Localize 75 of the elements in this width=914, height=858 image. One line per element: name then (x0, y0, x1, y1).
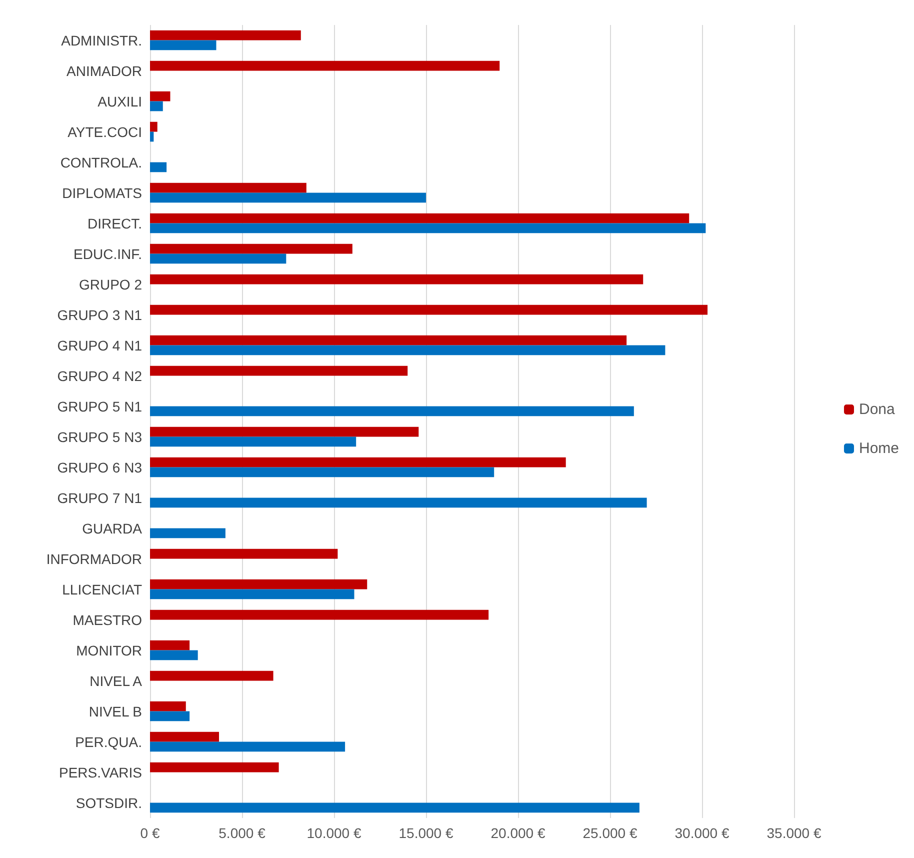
y-tick-label: ADMINISTR. (61, 32, 142, 48)
legend-label: Dona (858, 401, 896, 418)
bar (150, 670, 274, 681)
bar (150, 701, 186, 712)
y-tick-label: NIVEL B (88, 703, 142, 720)
y-tick-label: AUXILI (98, 93, 142, 110)
y-tick-label: CONTROLA. (60, 154, 142, 170)
bar (150, 436, 356, 447)
y-tick-label: PERS.VARIS (59, 764, 142, 780)
bar (150, 40, 216, 50)
x-tick-label: 30.000 € (674, 825, 730, 841)
y-tick-label: ANIMADOR (66, 62, 142, 79)
y-tick-label: GRUPO 5 N1 (57, 398, 142, 414)
bar (150, 640, 190, 650)
y-tick-label: GRUPO 4 N2 (57, 368, 142, 384)
x-tick-label: 0 € (140, 825, 160, 841)
y-tick-label: MONITOR (76, 642, 142, 658)
y-tick-label: GRUPO 4 N1 (57, 337, 142, 354)
y-tick-label: INFORMADOR (46, 550, 142, 567)
y-tick-label: DIPLOMATS (62, 184, 142, 201)
bar (150, 457, 566, 468)
bar (150, 182, 306, 193)
x-tick-label: 20.000 € (490, 825, 546, 841)
bar (150, 30, 301, 40)
bar (150, 60, 500, 71)
bar (150, 213, 690, 224)
bar (150, 610, 489, 620)
y-tick-label: NIVEL A (90, 672, 143, 689)
y-tick-label: SOTSDIR. (76, 794, 142, 811)
y-tick-label: GRUPO 2 (78, 276, 142, 292)
legend-label: Home (858, 440, 900, 457)
bar (150, 528, 226, 538)
bar (150, 498, 647, 508)
bar (150, 762, 279, 772)
bar (150, 132, 154, 142)
x-tick-label: 25.000 € (582, 825, 638, 841)
y-tick-label: MAESTRO (72, 612, 142, 628)
bar (150, 366, 408, 376)
bar (150, 91, 170, 102)
bar (150, 345, 666, 356)
y-tick-label: GRUPO 5 N3 (57, 428, 142, 445)
x-tick-label: 5.000 € (218, 825, 266, 841)
bar (150, 162, 167, 172)
y-tick-label: EDUC.INF. (74, 246, 142, 262)
bar (150, 101, 163, 112)
bar (150, 467, 494, 478)
bar (150, 650, 198, 660)
bar (150, 711, 190, 722)
bar (150, 223, 706, 234)
bar (150, 426, 419, 437)
y-tick-label: PER.QUA. (75, 734, 142, 750)
y-tick-label: GRUPO 3 N1 (57, 306, 142, 323)
y-tick-label: AYTE.COCI (68, 124, 142, 140)
x-tick-label: 10.000 € (306, 825, 362, 841)
bar (150, 406, 634, 416)
bar (150, 254, 286, 264)
y-tick-label: GRUPO 6 N3 (57, 459, 142, 476)
bar (150, 244, 352, 254)
bar (150, 589, 354, 600)
y-tick-label: DIRECT. (88, 215, 142, 232)
bar (150, 548, 338, 559)
x-tick-label: 35.000 € (766, 825, 822, 841)
bar (150, 304, 708, 315)
y-tick-label: GRUPO 7 N1 (57, 490, 142, 506)
bar (150, 732, 219, 742)
y-tick-label: LLICENCIAT (62, 581, 142, 598)
bar (150, 122, 158, 132)
bar (150, 579, 368, 590)
bar (150, 742, 346, 752)
bar (150, 192, 426, 203)
bar (150, 802, 640, 813)
bar (150, 274, 644, 284)
y-tick-label: GUARDA (82, 520, 143, 536)
x-tick-label: 15.000 € (398, 825, 454, 841)
bar (150, 335, 627, 346)
